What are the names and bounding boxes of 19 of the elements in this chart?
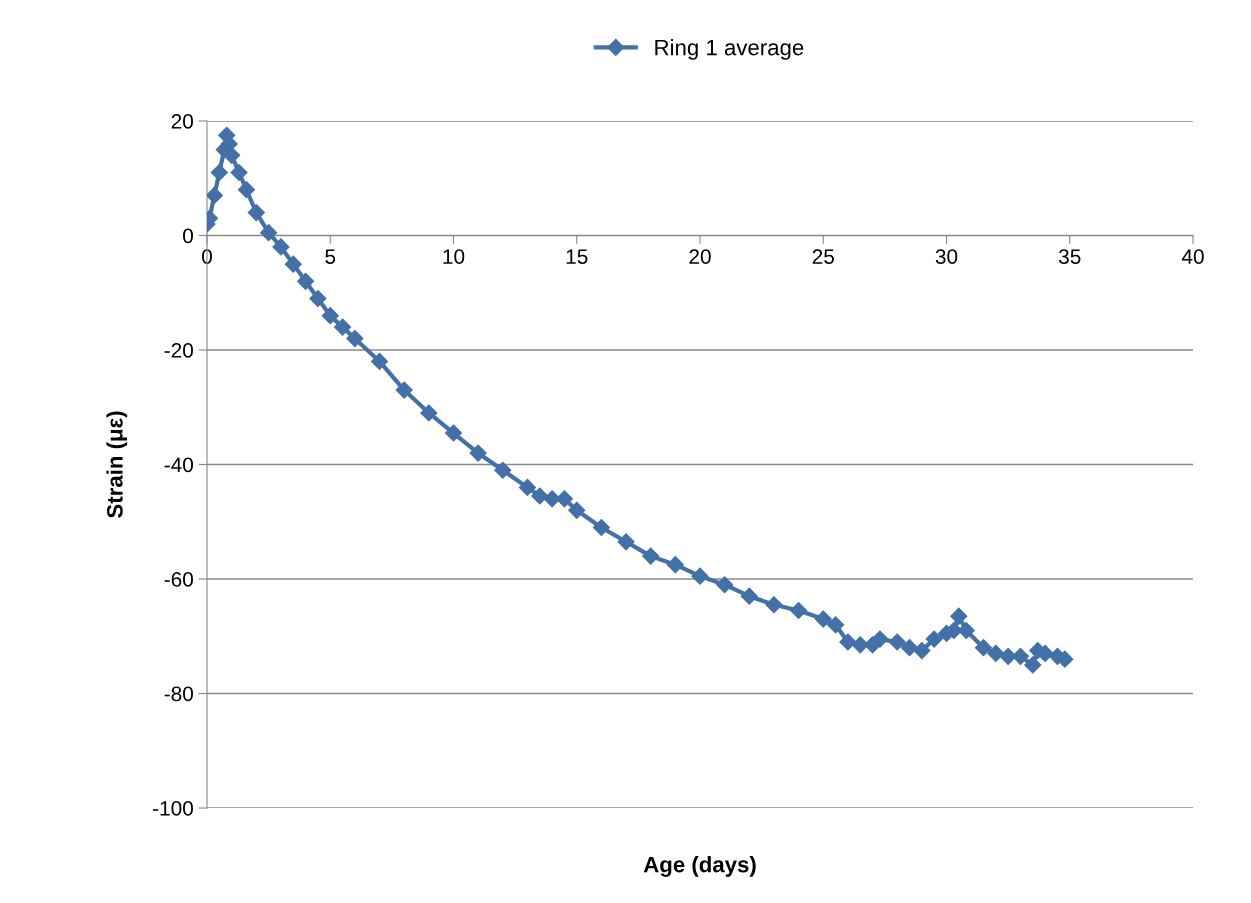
x-tick-label: 30	[935, 249, 958, 264]
x-tick-label: 35	[1058, 249, 1081, 264]
y-tick-label: -60	[164, 572, 193, 587]
y-tick-label: -40	[164, 457, 193, 473]
y-tick-label: -20	[164, 343, 193, 358]
x-tick-label: 40	[1181, 249, 1204, 264]
x-tick-label: 25	[812, 249, 834, 264]
y-tick-label: -80	[164, 686, 193, 702]
y-tick-label: -100	[153, 801, 193, 816]
x-axis-title: Age (days)	[643, 856, 756, 877]
y-tick-label: 20	[171, 114, 193, 129]
x-tick-label: 0	[202, 249, 212, 264]
x-tick-label: 15	[566, 249, 588, 264]
x-tick-label: 10	[443, 249, 465, 264]
legend-label: Ring 1 average	[655, 39, 804, 60]
x-tick-label: 20	[689, 249, 711, 264]
y-tick-label: 0	[183, 228, 193, 244]
x-tick-label: 5	[325, 249, 336, 264]
y-axis-title: Strain (με)	[106, 411, 128, 518]
